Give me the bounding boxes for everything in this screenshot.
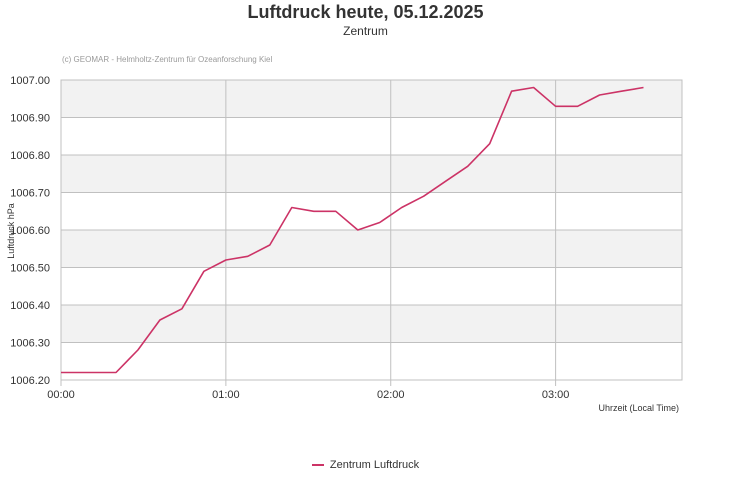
- x-axis-label: Uhrzeit (Local Time): [598, 403, 679, 413]
- chart-credits: (c) GEOMAR - Helmholtz-Zentrum für Ozean…: [62, 55, 273, 64]
- x-tick-label: 02:00: [377, 389, 405, 401]
- legend-label: Zentrum Luftdruck: [329, 459, 420, 471]
- x-tick-label: 00:00: [47, 389, 75, 401]
- plot-band: [61, 155, 682, 193]
- series-line: [61, 86, 644, 374]
- y-tick-label: 1006.90: [10, 113, 50, 125]
- y-tick-label: 1006.80: [10, 150, 50, 162]
- y-tick-label: 1006.60: [10, 225, 50, 237]
- plot-band: [61, 80, 682, 118]
- y-tick-label: 1006.40: [10, 300, 50, 312]
- y-tick-label: 1006.50: [10, 263, 50, 275]
- y-tick-label: 1006.70: [10, 188, 50, 200]
- y-tick-label: 1006.20: [10, 375, 50, 387]
- x-tick-label: 03:00: [542, 389, 570, 401]
- chart-title: Luftdruck heute, 05.12.2025: [247, 2, 484, 22]
- y-tick-label: 1006.30: [10, 338, 50, 350]
- x-tick-label: 01:00: [212, 389, 240, 401]
- chart-legend[interactable]: Zentrum Luftdruck: [0, 459, 731, 471]
- plot-border: [60, 79, 683, 381]
- plot-band: [61, 230, 682, 268]
- legend-swatch: [311, 464, 324, 467]
- y-tick-label: 1007.00: [10, 75, 50, 87]
- y-axis-label: Luftdruck hPa: [6, 203, 16, 259]
- plot-band: [61, 305, 682, 343]
- chart-subtitle: Zentrum: [343, 24, 388, 38]
